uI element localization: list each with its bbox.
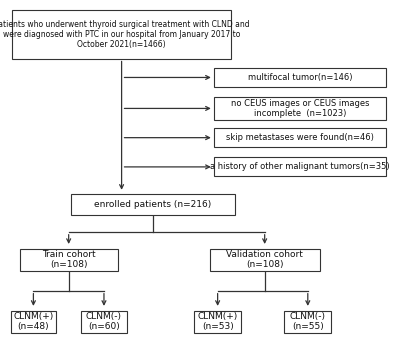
- Text: CLNM(-)
(n=60): CLNM(-) (n=60): [86, 312, 122, 331]
- FancyBboxPatch shape: [12, 11, 231, 59]
- FancyBboxPatch shape: [214, 158, 386, 176]
- FancyBboxPatch shape: [11, 311, 56, 333]
- FancyBboxPatch shape: [82, 311, 126, 333]
- Text: no CEUS images or CEUS images
incomplete  (n=1023): no CEUS images or CEUS images incomplete…: [231, 99, 369, 118]
- Text: CLNM(-)
(n=55): CLNM(-) (n=55): [290, 312, 326, 331]
- FancyBboxPatch shape: [214, 128, 386, 147]
- Text: Train cohort
(n=108): Train cohort (n=108): [42, 250, 96, 270]
- Text: multifocal tumor(n=146): multifocal tumor(n=146): [248, 73, 352, 82]
- Text: CLNM(+)
(n=53): CLNM(+) (n=53): [198, 312, 238, 331]
- FancyBboxPatch shape: [71, 194, 235, 215]
- Text: a history of other malignant tumors(n=35): a history of other malignant tumors(n=35…: [210, 163, 390, 171]
- FancyBboxPatch shape: [194, 311, 241, 333]
- Text: CLNM(+)
(n=48): CLNM(+) (n=48): [13, 312, 54, 331]
- FancyBboxPatch shape: [210, 249, 320, 271]
- Text: Validation cohort
(n=108): Validation cohort (n=108): [226, 250, 303, 270]
- FancyBboxPatch shape: [20, 249, 118, 271]
- FancyBboxPatch shape: [214, 97, 386, 120]
- FancyBboxPatch shape: [284, 311, 331, 333]
- Text: skip metastases were found(n=46): skip metastases were found(n=46): [226, 133, 374, 142]
- Text: Patients who underwent thyroid surgical treatment with CLND and
were diagnosed w: Patients who underwent thyroid surgical …: [0, 20, 250, 49]
- FancyBboxPatch shape: [214, 68, 386, 87]
- Text: enrolled patients (n=216): enrolled patients (n=216): [94, 200, 212, 209]
